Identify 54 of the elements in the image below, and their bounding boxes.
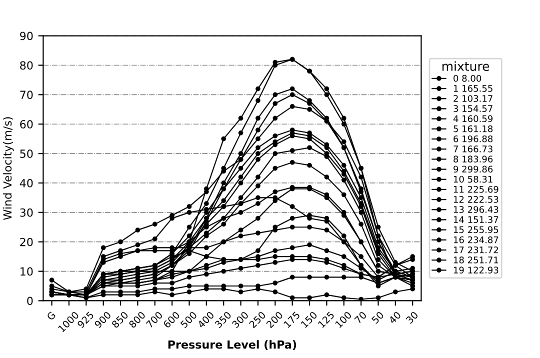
x-tick-label: 900 <box>94 311 112 328</box>
x-tick-label: 300 <box>232 311 249 328</box>
x-tick-label: 175 <box>283 311 300 328</box>
x-tick-label: 50 <box>371 311 384 324</box>
legend-label: 2 103.17 <box>454 95 492 102</box>
y-tick-label: 40 <box>20 178 33 188</box>
x-tick-label: 100 <box>334 311 352 328</box>
legend-label: 3 154.57 <box>454 105 492 112</box>
y-tick-label: 60 <box>20 120 33 128</box>
y-tick-label: 30 <box>20 208 33 217</box>
legend-label: 6 196.88 <box>454 135 493 142</box>
y-tick-label: 0 <box>27 296 33 306</box>
legend-title: mixture <box>442 61 490 71</box>
y-tick-label: 20 <box>20 238 33 246</box>
legend-label: 5 161.18 <box>454 125 493 132</box>
y-tick-label: 90 <box>20 32 33 40</box>
x-tick-label: 850 <box>111 311 129 328</box>
y-tick-label: 50 <box>20 150 33 158</box>
y-tick-label: 70 <box>20 90 33 100</box>
y-tick-label: 80 <box>20 61 33 70</box>
legend-label: 16 234.87 <box>454 236 498 244</box>
x-tick-label: 925 <box>76 311 94 328</box>
legend-label: 4 160.59 <box>453 115 493 122</box>
x-tick-label: 70 <box>354 311 367 324</box>
x-tick-label: 200 <box>266 311 284 328</box>
x-tick-label: 350 <box>214 311 232 328</box>
y-axis-title: Wind Velocity(m/s) <box>3 117 14 220</box>
legend-label: 19 122.93 <box>454 266 498 274</box>
x-tick-label: 30 <box>406 311 419 324</box>
x-tick-label: 150 <box>300 311 318 328</box>
legend-label: 0 8.00 <box>454 74 482 82</box>
x-tick-label: 800 <box>128 311 146 328</box>
legend-label: 7 166.73 <box>454 146 492 152</box>
legend-label: 17 231.72 <box>454 246 498 254</box>
legend-label: 1 165.55 <box>454 85 492 92</box>
legend-label: 10 58.31 <box>454 176 492 183</box>
legend-label: 8 183.96 <box>454 156 493 162</box>
x-tick-label: 125 <box>318 311 335 328</box>
x-tick-label: 600 <box>162 311 180 328</box>
legend-label: 12 222.53 <box>454 196 498 203</box>
x-tick-label: 250 <box>248 311 266 328</box>
legend-label: 11 225.69 <box>454 186 498 193</box>
legend-label: 15 255.95 <box>454 226 498 234</box>
legend-label: 13 296.43 <box>454 206 498 213</box>
x-axis-title: Pressure Level (hPa) <box>168 340 296 350</box>
x-tick-label: 400 <box>196 311 215 329</box>
x-tick-label: G <box>46 311 56 321</box>
y-tick-label: 10 <box>20 267 33 276</box>
x-tick-label: 700 <box>146 311 163 328</box>
x-tick-label: 40 <box>388 311 402 324</box>
legend-label: 9 299.86 <box>454 166 493 173</box>
legend-label: 18 251.71 <box>454 256 498 264</box>
legend-label: 14 151.37 <box>454 216 498 224</box>
x-tick-label: 500 <box>180 311 198 328</box>
